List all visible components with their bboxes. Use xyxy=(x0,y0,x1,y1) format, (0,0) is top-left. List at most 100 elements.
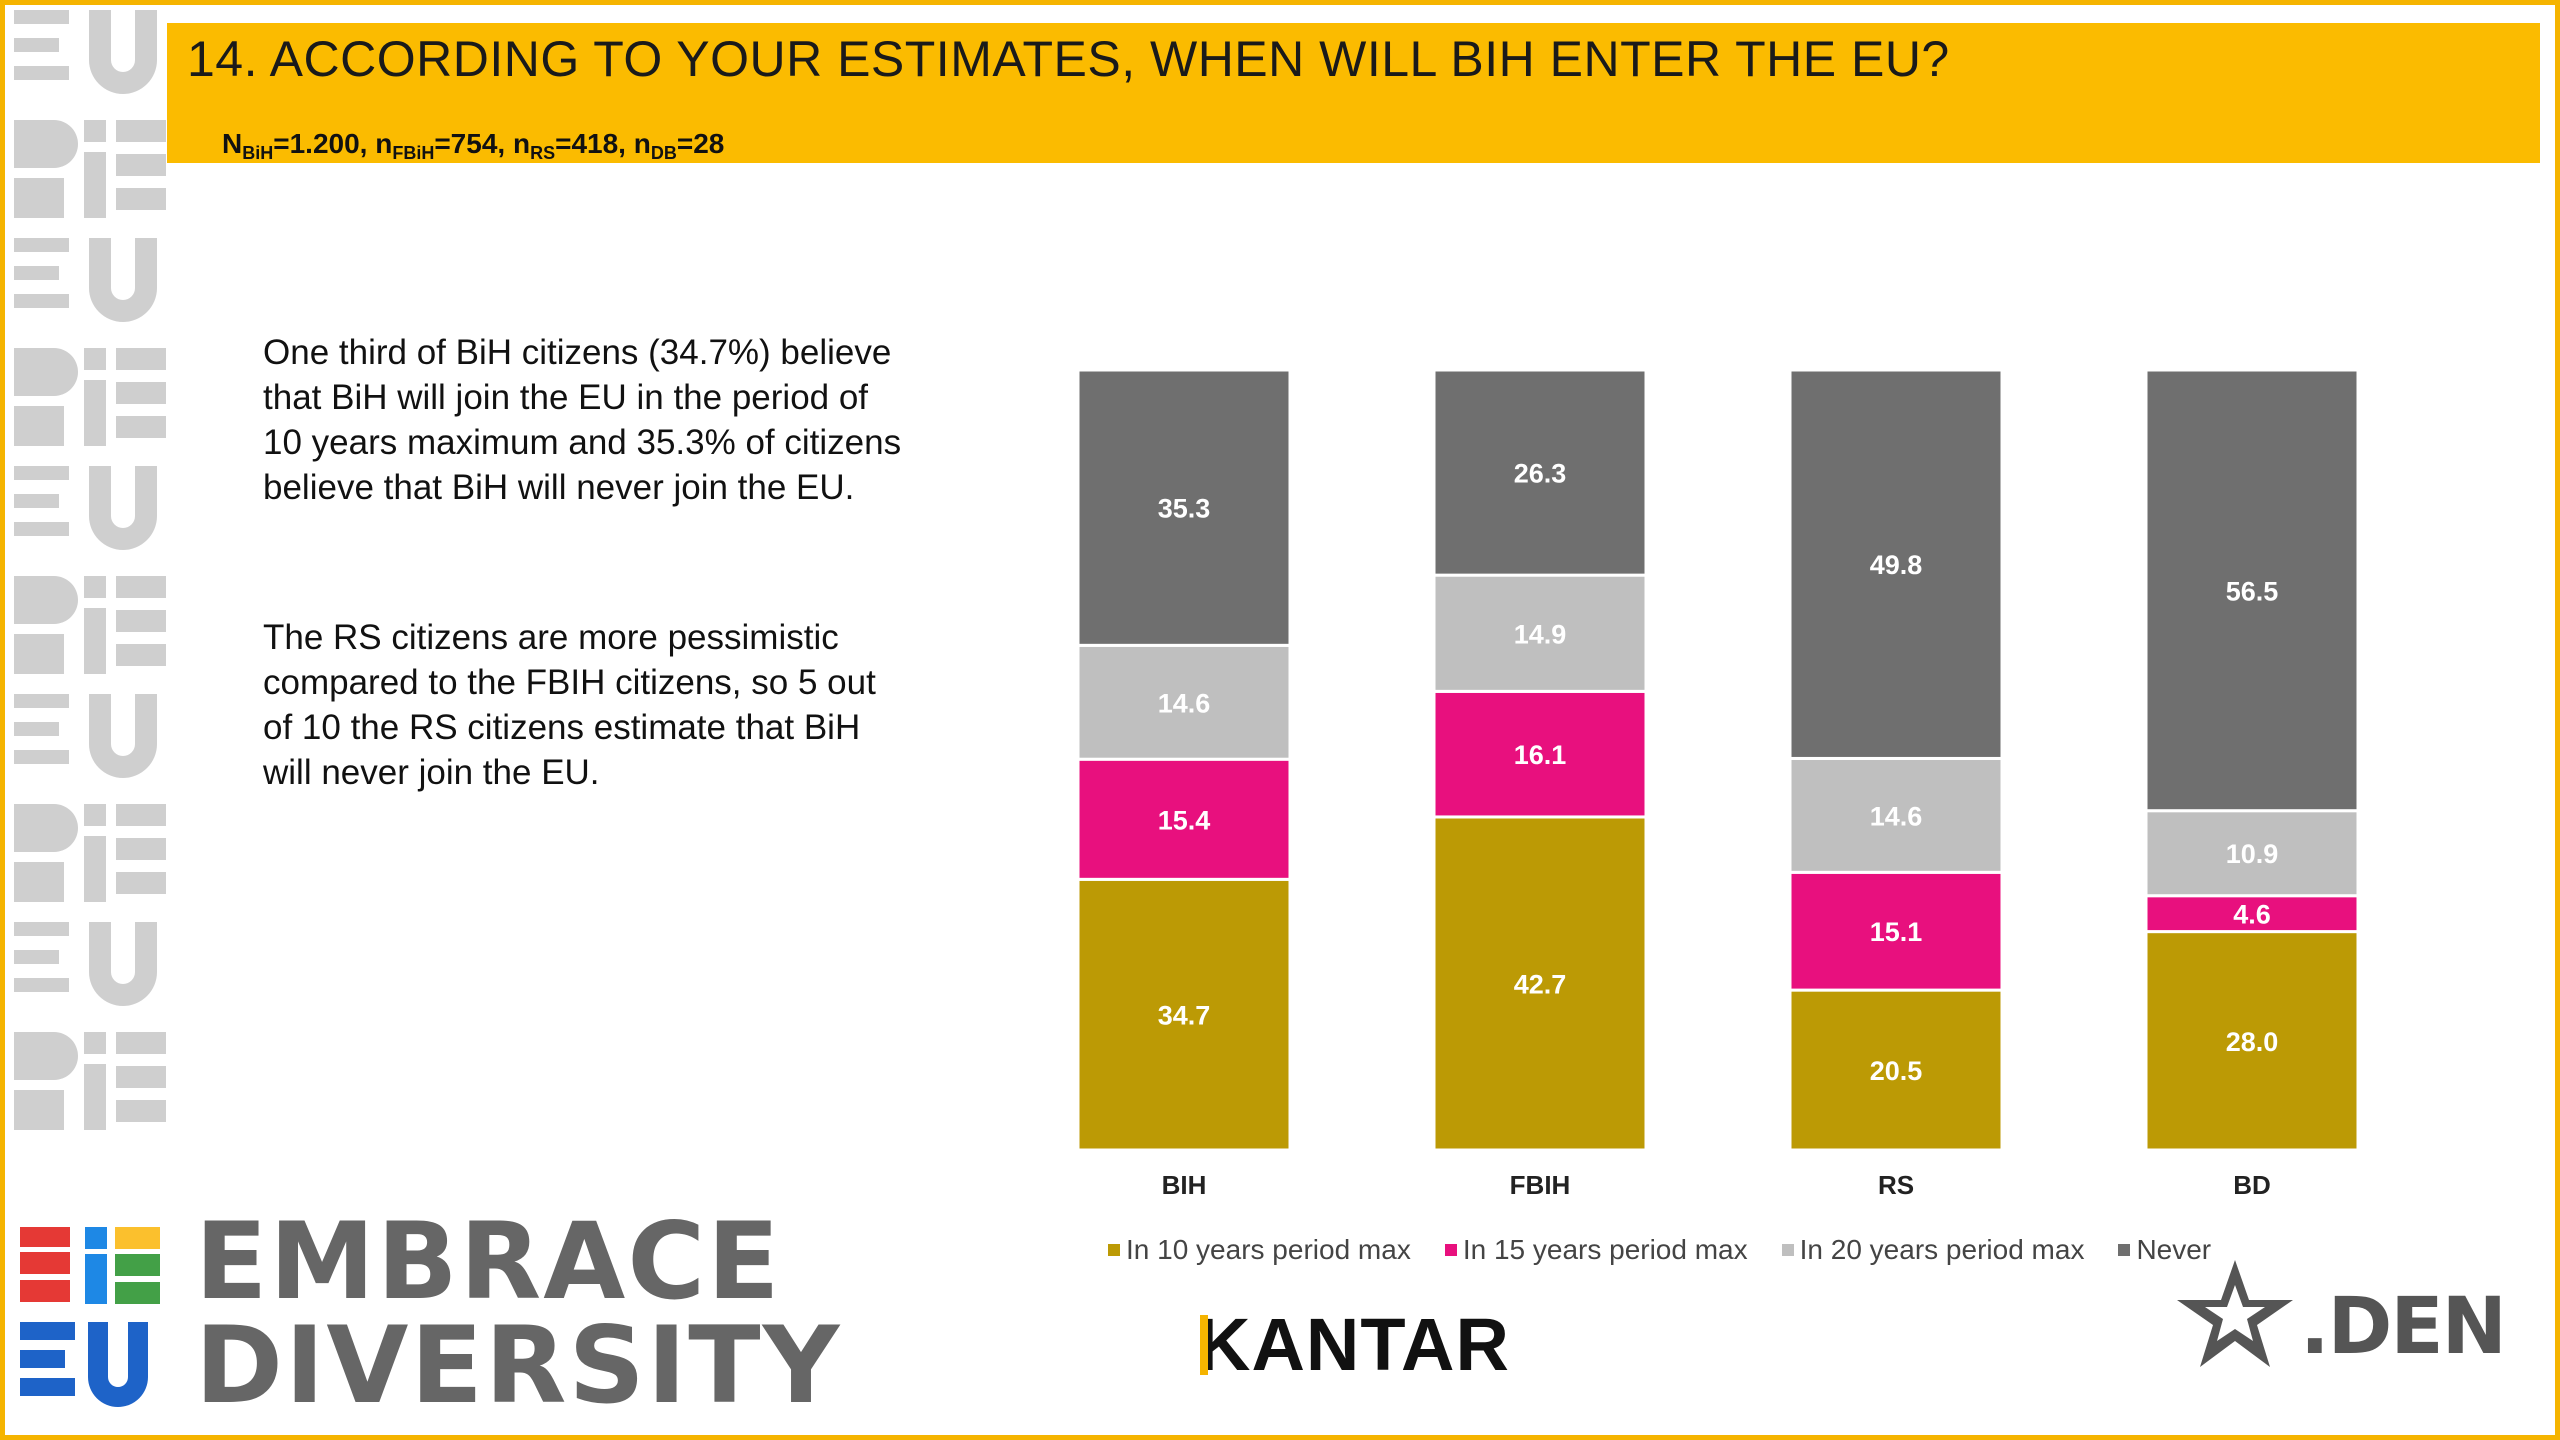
bar-segment-bih-0 xyxy=(1076,877,1292,1152)
bar-segment-bd-3 xyxy=(2144,368,2360,813)
pattern-b-shape xyxy=(14,348,78,396)
pattern-i-dot xyxy=(84,348,106,370)
pattern-b-shape xyxy=(14,1032,78,1080)
pattern-e-bar xyxy=(116,872,166,894)
pattern-i-stem xyxy=(84,608,106,674)
pattern-i-stem xyxy=(84,380,106,446)
bar-segment-fbih-2 xyxy=(1432,573,1648,693)
header-bar xyxy=(167,23,2540,163)
n-bih-sub: BiH xyxy=(242,143,274,163)
data-label-fbih-2: 14.9 xyxy=(1514,619,1567,649)
data-label-bih-0: 34.7 xyxy=(1158,1001,1211,1031)
category-label-fbih: FBIH xyxy=(1510,1170,1571,1200)
legend-swatch-2 xyxy=(1781,1244,1794,1256)
data-label-bih-2: 14.6 xyxy=(1158,688,1211,718)
pattern-e-bar xyxy=(116,610,166,632)
bieu-logo-icon xyxy=(20,1227,160,1407)
pattern-e-bar xyxy=(116,188,166,210)
n-db-label: n xyxy=(633,128,651,159)
data-label-bih-3: 35.3 xyxy=(1158,494,1211,524)
pattern-e-bar xyxy=(14,294,69,308)
pattern-e-bar xyxy=(116,576,166,598)
pattern-b-shape xyxy=(14,804,78,852)
sample-size-note: NBiH=1.200, nFBiH=754, nRS=418, nDB=28 xyxy=(222,128,724,164)
pattern-e-bar xyxy=(14,466,69,480)
category-label-rs: RS xyxy=(1878,1170,1914,1200)
pattern-i-dot xyxy=(84,804,106,826)
bar-segment-rs-3 xyxy=(1788,368,2004,760)
pattern-e-bar xyxy=(116,120,166,142)
side-pattern-logo xyxy=(14,10,166,1130)
pattern-u-shape xyxy=(89,694,157,778)
bar-segment-rs-1 xyxy=(1788,870,2004,992)
pattern-i-stem xyxy=(84,152,106,218)
pattern-e-bar xyxy=(116,382,166,404)
n-rs-value: =418, xyxy=(555,128,634,159)
legend-item-2: In 20 years period max xyxy=(1781,1234,2084,1266)
pattern-e-bar xyxy=(14,722,59,736)
legend-item-0: In 10 years period max xyxy=(1108,1234,1411,1266)
legend-item-1: In 15 years period max xyxy=(1444,1234,1748,1266)
legend-item-3: Never xyxy=(2118,1234,2211,1266)
pattern-u-shape xyxy=(89,238,157,322)
bar-segment-fbih-3 xyxy=(1432,368,1648,577)
bar-segment-bih-3 xyxy=(1076,368,1292,647)
bar-segment-rs-0 xyxy=(1788,988,2004,1152)
bar-segment-bd-0 xyxy=(2144,930,2360,1152)
data-label-bd-2: 10.9 xyxy=(2226,839,2279,869)
n-rs-label: n xyxy=(512,128,531,159)
pattern-e-bar xyxy=(14,750,69,764)
pattern-i-dot xyxy=(84,120,106,142)
data-label-rs-2: 14.6 xyxy=(1870,801,1923,831)
pattern-u-shape xyxy=(89,10,157,94)
data-label-fbih-0: 42.7 xyxy=(1514,969,1567,999)
pattern-b-block xyxy=(14,1090,64,1130)
pattern-e-bar xyxy=(116,416,166,438)
pattern-e-bar xyxy=(14,66,69,80)
bar-segment-bih-2 xyxy=(1076,643,1292,761)
data-label-fbih-3: 26.3 xyxy=(1514,459,1567,489)
data-label-fbih-1: 16.1 xyxy=(1514,740,1567,770)
pattern-b-block xyxy=(14,406,64,446)
data-label-rs-3: 49.8 xyxy=(1870,550,1923,580)
data-label-rs-0: 20.5 xyxy=(1870,1056,1923,1086)
summary-paragraph-1: One third of BiH citizens (34.7%) believ… xyxy=(263,333,902,507)
pattern-e-bar xyxy=(14,922,69,936)
page-title: 14. ACCORDING TO YOUR ESTIMATES, WHEN WI… xyxy=(187,31,1950,87)
data-label-bd-3: 56.5 xyxy=(2226,576,2279,606)
n-bih-label: N xyxy=(222,128,243,159)
diversity-text: DIVERSITY xyxy=(195,1304,842,1427)
n-fbih-sub: FBiH xyxy=(392,143,435,163)
kantar-logo: KANTAR xyxy=(1197,1303,1510,1386)
pattern-u-shape xyxy=(89,466,157,550)
category-label-bd: BD xyxy=(2233,1170,2271,1200)
chart-legend: In 10 years period max In 15 years period… xyxy=(1108,1234,2211,1266)
pattern-e-bar xyxy=(14,266,59,280)
pattern-i-dot xyxy=(84,576,106,598)
data-label-bih-1: 15.4 xyxy=(1158,805,1211,835)
category-label-bih: BIH xyxy=(1162,1170,1207,1200)
legend-swatch-0 xyxy=(1108,1244,1120,1256)
data-label-rs-1: 15.1 xyxy=(1870,917,1923,947)
pattern-b-shape xyxy=(14,120,78,168)
pattern-e-bar xyxy=(116,1066,166,1088)
pattern-e-bar xyxy=(116,154,166,176)
pattern-e-bar xyxy=(14,38,59,52)
n-fbih-label: n xyxy=(375,128,393,159)
pattern-e-bar xyxy=(14,494,59,508)
pattern-e-bar xyxy=(14,238,69,252)
pattern-e-bar xyxy=(116,804,166,826)
bar-segment-bd-1 xyxy=(2144,894,2360,934)
pattern-e-bar xyxy=(116,1032,166,1054)
pattern-i-stem xyxy=(84,1064,106,1130)
pattern-i-dot xyxy=(84,1032,106,1054)
legend-label-0: In 10 years period max xyxy=(1126,1234,1411,1265)
pattern-e-bar xyxy=(14,522,69,536)
data-label-bd-0: 28.0 xyxy=(2226,1027,2279,1057)
pattern-e-bar xyxy=(14,978,69,992)
den-star-icon xyxy=(2177,1260,2293,1367)
pattern-e-bar xyxy=(116,348,166,370)
pattern-b-block xyxy=(14,862,64,902)
den-logo-text: .DEN xyxy=(2300,1282,2507,1372)
